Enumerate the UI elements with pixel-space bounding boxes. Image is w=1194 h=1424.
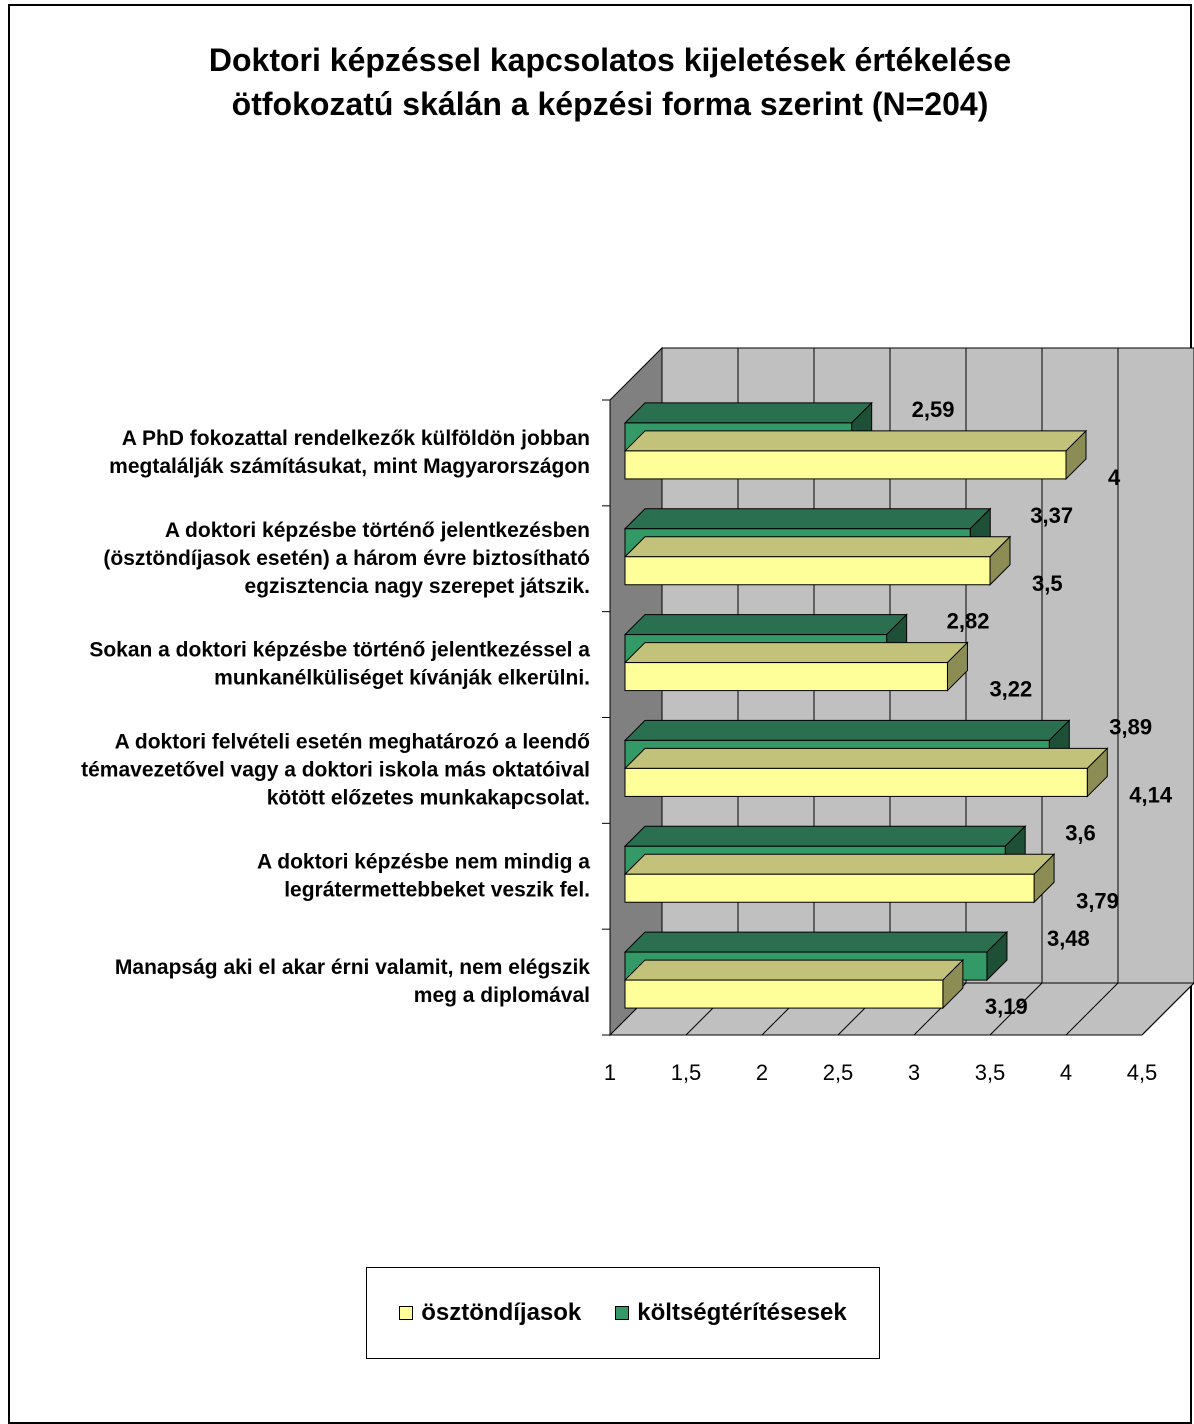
category-label: témavezetővel vagy a doktori iskola más …	[81, 758, 590, 781]
data-label-koltsegteritesesek: 3,37	[1030, 503, 1073, 528]
data-label-osztondijasok: 4,14	[1129, 782, 1173, 807]
bar-osztondijasok	[624, 556, 991, 586]
data-label-osztondijasok: 4	[1108, 465, 1121, 490]
floor-gridline	[989, 982, 1043, 1036]
x-tick-label: 2,5	[823, 1060, 854, 1085]
data-label-osztondijasok: 3,79	[1076, 888, 1119, 913]
bar-osztondijasok	[624, 873, 1035, 903]
category-label: A PhD fokozattal rendelkezők külföldön j…	[122, 427, 590, 450]
bar-koltsegteritesesek-top	[623, 825, 1027, 847]
legend-item-koltsegteritesesek: költségtérítésesek	[615, 1299, 847, 1327]
bar-osztondijasok	[624, 979, 944, 1009]
bar-koltsegteritesesek-top	[623, 402, 873, 424]
x-tick-label: 3	[908, 1060, 920, 1085]
bar-koltsegteritesesek-top	[623, 719, 1071, 741]
bar-koltsegteritesesek-top	[623, 508, 992, 530]
legend: ösztöndíjasok költségtérítésesek	[366, 1267, 880, 1359]
category-label: A doktori képzésbe történő jelentkezésbe…	[165, 519, 590, 542]
data-label-koltsegteritesesek: 2,59	[912, 397, 955, 422]
category-label: Manapság aki el akar érni valamit, nem e…	[115, 956, 590, 979]
category-label: legrátermettebbeket veszik fel.	[284, 878, 590, 901]
legend-swatch-koltsegteritesesek	[615, 1306, 630, 1320]
category-label: munkanélküliséget kívánják elkerülni.	[214, 667, 590, 690]
category-label: (ösztöndíjasok esetén) a három évre bizt…	[103, 547, 590, 570]
x-tick-label: 2	[756, 1060, 768, 1085]
x-tick-label: 3,5	[975, 1060, 1006, 1085]
chart-title-line-2: ötfokozatú skálán a képzési forma szerin…	[231, 86, 989, 122]
category-label: A doktori felvételi esetén meghatározó a…	[115, 730, 590, 753]
legend-item-osztondijasok: ösztöndíjasok	[399, 1299, 581, 1327]
legend-label-koltsegteritesesek: költségtérítésesek	[637, 1299, 847, 1326]
bar-osztondijasok-top	[623, 536, 1012, 558]
category-label: A doktori képzésbe nem mindig a	[257, 850, 590, 873]
floor-gridline	[1065, 982, 1119, 1036]
data-label-osztondijasok: 3,22	[989, 677, 1032, 702]
legend-label-osztondijasok: ösztöndíjasok	[421, 1299, 582, 1326]
chart-title-line-1: Doktori képzéssel kapcsolatos kijeletése…	[208, 42, 1012, 78]
data-label-osztondijasok: 3,5	[1032, 571, 1063, 596]
bar-osztondijasok	[624, 450, 1067, 480]
category-label: egzisztencia nagy szerepet játszik.	[245, 575, 590, 598]
x-tick-label: 1,5	[671, 1060, 702, 1085]
bar-osztondijasok-top	[623, 959, 965, 981]
legend-swatch-osztondijasok	[399, 1306, 414, 1320]
data-label-osztondijasok: 3,19	[985, 994, 1028, 1019]
x-tick-label: 1	[604, 1060, 616, 1085]
chart-title: Doktori képzéssel kapcsolatos kijeletése…	[100, 38, 1120, 126]
bar-koltsegteritesesek-top	[623, 931, 1009, 953]
category-label: megtalálják számításukat, mint Magyarors…	[109, 455, 590, 478]
x-tick-label: 4	[1060, 1060, 1072, 1085]
data-label-koltsegteritesesek: 3,48	[1047, 926, 1090, 951]
data-label-koltsegteritesesek: 3,89	[1109, 714, 1152, 739]
bar-osztondijasok	[624, 662, 948, 692]
bar-osztondijasok-top	[623, 747, 1109, 769]
x-tick-label: 4,5	[1127, 1060, 1158, 1085]
category-label: meg a diplomával	[414, 984, 590, 1007]
floor-gridline	[1141, 982, 1194, 1036]
bar-osztondijasok-top	[623, 853, 1056, 875]
bar-koltsegteritesesek-top	[623, 614, 908, 636]
category-label: kötött előzetes munkakapcsolat.	[267, 786, 590, 809]
bar-osztondijasok	[624, 767, 1088, 797]
category-label: Sokan a doktori képzésbe történő jelentk…	[89, 639, 590, 662]
data-label-koltsegteritesesek: 3,6	[1065, 820, 1096, 845]
bar-osztondijasok-top	[623, 430, 1088, 452]
data-label-koltsegteritesesek: 2,82	[947, 609, 990, 634]
bar-osztondijasok-top	[623, 642, 969, 664]
